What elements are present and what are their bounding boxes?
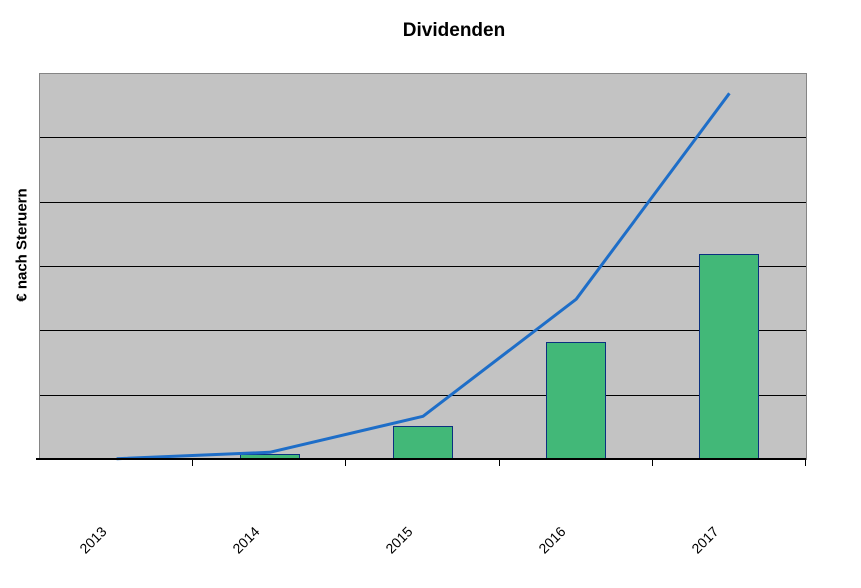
gridline xyxy=(40,201,806,203)
gridline xyxy=(40,137,806,139)
x-axis-label-2016: 2016 xyxy=(535,523,569,557)
y-axis-title: € nach Steruern xyxy=(13,188,31,302)
x-axis-label-2015: 2015 xyxy=(382,523,416,557)
line-series xyxy=(116,92,731,461)
x-axis-label-2014: 2014 xyxy=(229,523,263,557)
x-axis-tick xyxy=(805,460,806,466)
x-axis-label-2013: 2013 xyxy=(75,523,110,557)
x-axis-tick xyxy=(498,460,500,466)
chart-title: Dividenden xyxy=(402,20,506,41)
x-axis-tick xyxy=(192,460,194,466)
gridline xyxy=(40,394,806,396)
x-axis-tick xyxy=(345,460,347,466)
bar-2016 xyxy=(546,342,607,460)
x-axis-line xyxy=(36,458,806,460)
x-axis-tick xyxy=(651,460,653,466)
gridline xyxy=(40,330,806,332)
x-axis-label-2017: 2017 xyxy=(688,523,723,557)
line-path xyxy=(116,92,731,461)
gridline xyxy=(40,266,806,267)
plot-area xyxy=(39,73,807,461)
